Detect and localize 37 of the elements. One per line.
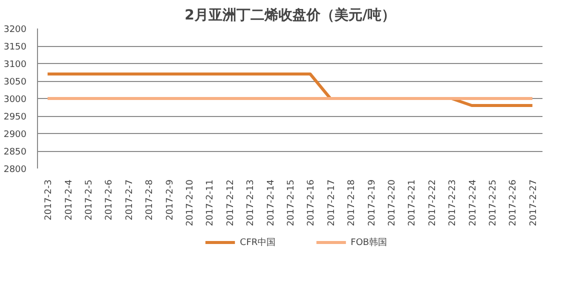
x-tick-label: 2017-2-21: [408, 180, 418, 226]
y-tick-label: 3000: [4, 95, 27, 105]
y-tick-label: 2900: [4, 130, 27, 140]
x-tick-label: 2017-2-5: [84, 179, 94, 220]
y-tick-label: 3100: [4, 60, 27, 70]
x-tick-label: 2017-2-23: [448, 180, 458, 226]
x-tick-label: 2017-2-17: [326, 180, 337, 226]
x-tick-label: 2017-2-8: [145, 179, 156, 220]
x-tick-label: 2017-2-10: [186, 179, 196, 226]
x-tick-label: 2017-2-26: [508, 179, 519, 226]
y-tick-label: 2850: [4, 148, 27, 158]
y-tick-label: 3050: [4, 78, 27, 88]
x-tick-label: 2017-2-13: [246, 180, 256, 226]
x-tick-label: 2017-2-22: [428, 180, 438, 226]
y-tick-label: 2800: [4, 165, 27, 175]
x-tick-label: 2017-2-27: [528, 180, 539, 226]
y-tick-label: 3200: [4, 25, 27, 35]
x-tick-label: 2017-2-18: [347, 179, 358, 226]
x-tick-label: 2017-2-20: [388, 179, 398, 226]
x-tick-label: 2017-2-24: [468, 179, 478, 226]
x-tick-label: 2017-2-3: [44, 179, 54, 220]
x-tick-label: 2017-2-25: [488, 180, 498, 226]
legend-label: FOB韩国: [350, 236, 388, 248]
x-tick-label: 2017-2-19: [367, 179, 378, 226]
x-tick-label: 2017-2-6: [104, 179, 115, 220]
legend-label: CFR中国: [240, 236, 276, 248]
x-tick-label: 2017-2-4: [64, 179, 74, 220]
x-tick-label: 2017-2-7: [124, 179, 135, 220]
x-tick-label: 2017-2-9: [165, 179, 176, 220]
chart-title: 2月亚洲丁二烯收盘价（美元/吨）: [184, 6, 396, 24]
x-tick-label: 2017-2-15: [286, 180, 296, 226]
x-tick-label: 2017-2-11: [206, 180, 216, 226]
x-tick-label: 2017-2-14: [266, 179, 276, 226]
y-tick-label: 2950: [4, 112, 27, 122]
y-tick-label: 3150: [4, 42, 27, 52]
x-tick-label: 2017-2-16: [306, 179, 317, 226]
x-tick-label: 2017-2-12: [226, 180, 236, 226]
